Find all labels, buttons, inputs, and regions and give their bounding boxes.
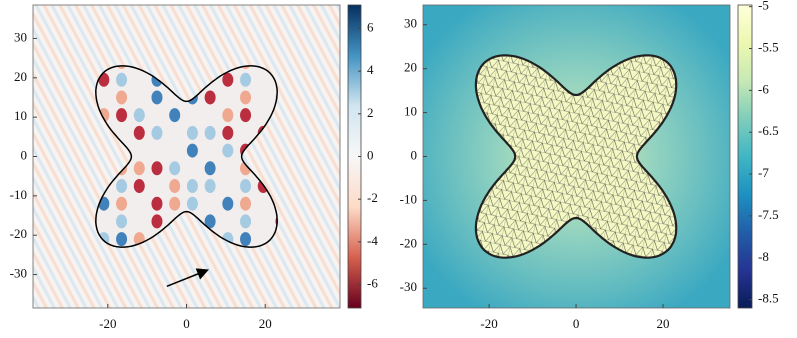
y-tick-label: -30 — [400, 279, 417, 294]
field — [33, 5, 340, 308]
x-tick-label: 0 — [573, 316, 580, 331]
colorbar-tick-label: -7.5 — [758, 207, 779, 222]
field-blob — [169, 179, 181, 194]
field-blob — [116, 214, 128, 229]
field-blob — [186, 125, 198, 140]
field-blob — [222, 108, 234, 123]
x-tick-label: -20 — [480, 316, 497, 331]
x-tick-label: 0 — [183, 316, 190, 331]
field-blob — [116, 90, 128, 105]
field-blob — [116, 179, 128, 194]
field-blob — [240, 232, 252, 247]
colorbar-tick-label: -6.5 — [758, 123, 779, 138]
field-blob — [204, 214, 216, 229]
y-tick-label: 10 — [14, 108, 27, 123]
field-blob — [204, 161, 216, 176]
colorbar-tick-label: 6 — [367, 19, 374, 34]
field-blob — [169, 108, 181, 123]
field-blob — [151, 196, 163, 211]
field-blob — [133, 125, 145, 140]
field-blob — [204, 90, 216, 105]
y-tick-label: 0 — [411, 147, 418, 162]
x-tick-label: -20 — [99, 316, 116, 331]
field-blob — [151, 125, 163, 140]
field-blob — [186, 179, 198, 194]
field-blob — [116, 108, 128, 123]
colorbar-tick-label: -8 — [758, 249, 769, 264]
y-tick-label: -20 — [400, 235, 417, 250]
colorbar-tick-label: -4 — [367, 233, 378, 248]
y-tick-label: 30 — [404, 16, 417, 31]
field-blob — [116, 196, 128, 211]
field-blob — [151, 161, 163, 176]
colorbar-tick-label: -8.5 — [758, 291, 779, 306]
x-tick-label: 20 — [259, 316, 272, 331]
field-blob — [240, 179, 252, 194]
field-blob — [169, 196, 181, 211]
field-blob — [133, 108, 145, 123]
field-blob — [240, 196, 252, 211]
y-tick-label: -10 — [10, 187, 27, 202]
field-blob — [240, 214, 252, 229]
field-blob — [222, 125, 234, 140]
y-tick-label: 20 — [14, 69, 27, 84]
mesh-region — [474, 54, 678, 259]
colorbar-tick-label: 0 — [367, 147, 374, 162]
field-blob — [116, 232, 128, 247]
field-blob — [240, 72, 252, 87]
field-blob — [133, 161, 145, 176]
colorbar-tick-label: -6 — [367, 276, 378, 291]
incident-arrow — [166, 268, 209, 288]
field-blob — [222, 196, 234, 211]
y-tick-label: -10 — [400, 191, 417, 206]
colorbar-tick-label: -2 — [367, 190, 378, 205]
field-blob — [116, 72, 128, 87]
y-tick-label: 0 — [21, 147, 28, 162]
field-blob — [151, 90, 163, 105]
colorbar-tick-label: -7 — [758, 165, 769, 180]
colorbar-tick-label: 4 — [367, 62, 374, 77]
colorbar-tick-label: -5.5 — [758, 40, 779, 55]
y-tick-label: 30 — [14, 29, 27, 44]
shape-outline — [95, 65, 278, 248]
field-blob — [222, 72, 234, 87]
colorbar-tick-label: -5 — [758, 0, 769, 13]
colorbar-tick-label: -6 — [758, 81, 769, 96]
field-blob — [133, 179, 145, 194]
field-blob — [204, 179, 216, 194]
field-blob — [186, 196, 198, 211]
x-tick-label: 20 — [657, 316, 670, 331]
field-blob — [186, 143, 198, 158]
y-tick-label: 10 — [404, 104, 417, 119]
y-tick-label: -30 — [10, 266, 27, 281]
y-tick-label: -20 — [10, 226, 27, 241]
field-blob — [222, 143, 234, 158]
field-blob — [169, 161, 181, 176]
colorbar-tick-label: 2 — [367, 105, 374, 120]
field — [423, 5, 730, 308]
y-tick-label: 20 — [404, 60, 417, 75]
colorbar — [737, 4, 753, 309]
field-blob — [240, 90, 252, 105]
field-blob — [204, 125, 216, 140]
field-blob — [151, 214, 163, 229]
field-blob — [240, 108, 252, 123]
